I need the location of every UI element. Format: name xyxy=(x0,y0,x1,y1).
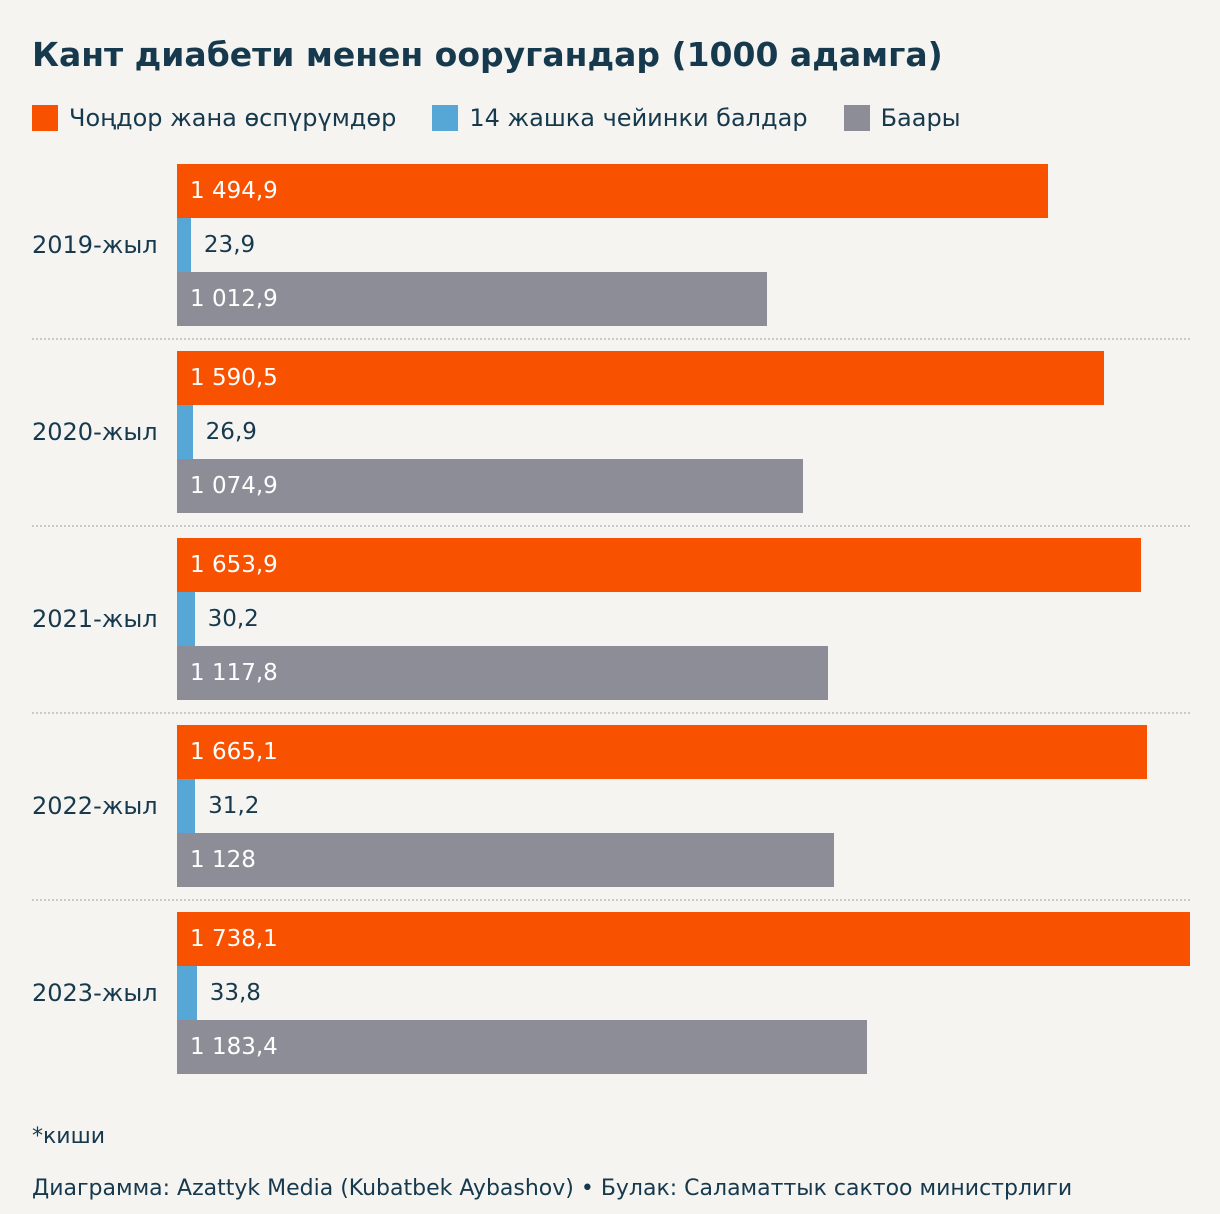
bar-value-label: 23,9 xyxy=(203,231,256,258)
year-group: 2019-жыл 1 494,9 23,9 1 012,9 xyxy=(32,163,1190,326)
bar-adults: 1 590,5 xyxy=(177,350,1104,405)
bar-value-label: 1 117,8 xyxy=(190,659,278,686)
bar-total: 1 183,4 xyxy=(177,1019,867,1074)
bar-row-children: 30,2 xyxy=(177,591,1190,646)
year-group: 2021-жыл 1 653,9 30,2 1 117,8 xyxy=(32,524,1190,700)
bar-row-adults: 1 653,9 xyxy=(177,537,1190,592)
bar-row-children: 33,8 xyxy=(177,965,1190,1020)
bar-value-label: 1 183,4 xyxy=(190,1033,278,1060)
bar-row-total: 1 117,8 xyxy=(177,645,1190,700)
bar-row-total: 1 074,9 xyxy=(177,458,1190,513)
bar-value-label: 1 494,9 xyxy=(190,177,278,204)
year-group: 2022-жыл 1 665,1 31,2 1 128 xyxy=(32,711,1190,887)
bar-chart: 2019-жыл 1 494,9 23,9 1 012,9 2020-жыл 1 590,… xyxy=(32,163,1190,1074)
bar-row-total: 1 183,4 xyxy=(177,1019,1190,1074)
year-label: 2019-жыл xyxy=(32,230,158,259)
source-credit: Диаграмма: Azattyk Media (Kubatbek Aybas… xyxy=(32,1175,1073,1201)
bar-value-label: 31,2 xyxy=(208,792,260,819)
legend-swatch-total xyxy=(843,104,870,131)
legend-item-adults: Чоңдор жана өспүрүмдөр xyxy=(32,104,396,132)
footnote: *киши xyxy=(32,1123,106,1149)
legend-swatch-children xyxy=(432,104,459,131)
legend-label-total: Баары xyxy=(880,103,961,132)
bar-value-label: 33,8 xyxy=(209,979,261,1006)
bar-value-label: 1 074,9 xyxy=(190,472,278,499)
bar-children xyxy=(177,965,197,1020)
year-label: 2020-жыл xyxy=(32,417,158,446)
bar-total: 1 117,8 xyxy=(177,645,829,700)
year-bars: 1 665,1 31,2 1 128 xyxy=(177,724,1190,887)
legend: Чоңдор жана өспүрүмдөр 14 жашка чейинки … xyxy=(32,104,1190,132)
legend-label-adults: Чоңдор жана өспүрүмдөр xyxy=(69,103,397,132)
legend-swatch-adults xyxy=(32,104,58,131)
bar-children xyxy=(177,778,196,833)
year-bars: 1 590,5 26,9 1 074,9 xyxy=(177,350,1190,513)
year-label: 2022-жыл xyxy=(32,791,158,820)
bar-value-label: 1 653,9 xyxy=(190,551,278,578)
bar-value-label: 1 738,1 xyxy=(190,925,278,952)
bar-value-label: 26,9 xyxy=(205,418,257,445)
bar-adults: 1 665,1 xyxy=(177,724,1148,779)
chart-title: Кант диабети менен ооругандар (1000 адам… xyxy=(32,35,943,74)
bar-value-label: 1 590,5 xyxy=(190,364,278,391)
year-label: 2023-жыл xyxy=(32,978,158,1007)
year-group: 2023-жыл 1 738,1 33,8 1 183,4 xyxy=(32,898,1190,1074)
bar-children xyxy=(177,591,195,646)
bar-children xyxy=(177,217,191,272)
year-group: 2020-жыл 1 590,5 26,9 1 074,9 xyxy=(32,337,1190,513)
bar-total: 1 074,9 xyxy=(177,458,804,513)
legend-label-children: 14 жашка чейинки балдар xyxy=(469,103,808,132)
bar-children xyxy=(177,404,193,459)
bar-row-total: 1 128 xyxy=(177,832,1190,887)
year-bars: 1 738,1 33,8 1 183,4 xyxy=(177,911,1190,1074)
bar-value-label: 1 128 xyxy=(190,846,256,873)
legend-item-children: 14 жашка чейинки балдар xyxy=(432,103,808,132)
bar-value-label: 30,2 xyxy=(207,605,259,632)
year-bars: 1 653,9 30,2 1 117,8 xyxy=(177,537,1190,700)
bar-value-label: 1 665,1 xyxy=(190,738,278,765)
bar-total: 1 128 xyxy=(177,832,835,887)
bar-total: 1 012,9 xyxy=(177,271,768,326)
bar-row-adults: 1 590,5 xyxy=(177,350,1190,405)
bar-row-adults: 1 665,1 xyxy=(177,724,1190,779)
year-label: 2021-жыл xyxy=(32,604,158,633)
bar-row-adults: 1 738,1 xyxy=(177,911,1190,966)
bar-row-adults: 1 494,9 xyxy=(177,163,1190,218)
bar-row-children: 31,2 xyxy=(177,778,1190,833)
bar-adults: 1 738,1 xyxy=(177,911,1190,966)
bar-row-total: 1 012,9 xyxy=(177,271,1190,326)
bar-adults: 1 494,9 xyxy=(177,163,1049,218)
year-bars: 1 494,9 23,9 1 012,9 xyxy=(177,163,1190,326)
bar-row-children: 23,9 xyxy=(177,217,1190,272)
bar-row-children: 26,9 xyxy=(177,404,1190,459)
bar-adults: 1 653,9 xyxy=(177,537,1141,592)
legend-item-total: Баары xyxy=(843,103,961,132)
bar-value-label: 1 012,9 xyxy=(190,285,278,312)
